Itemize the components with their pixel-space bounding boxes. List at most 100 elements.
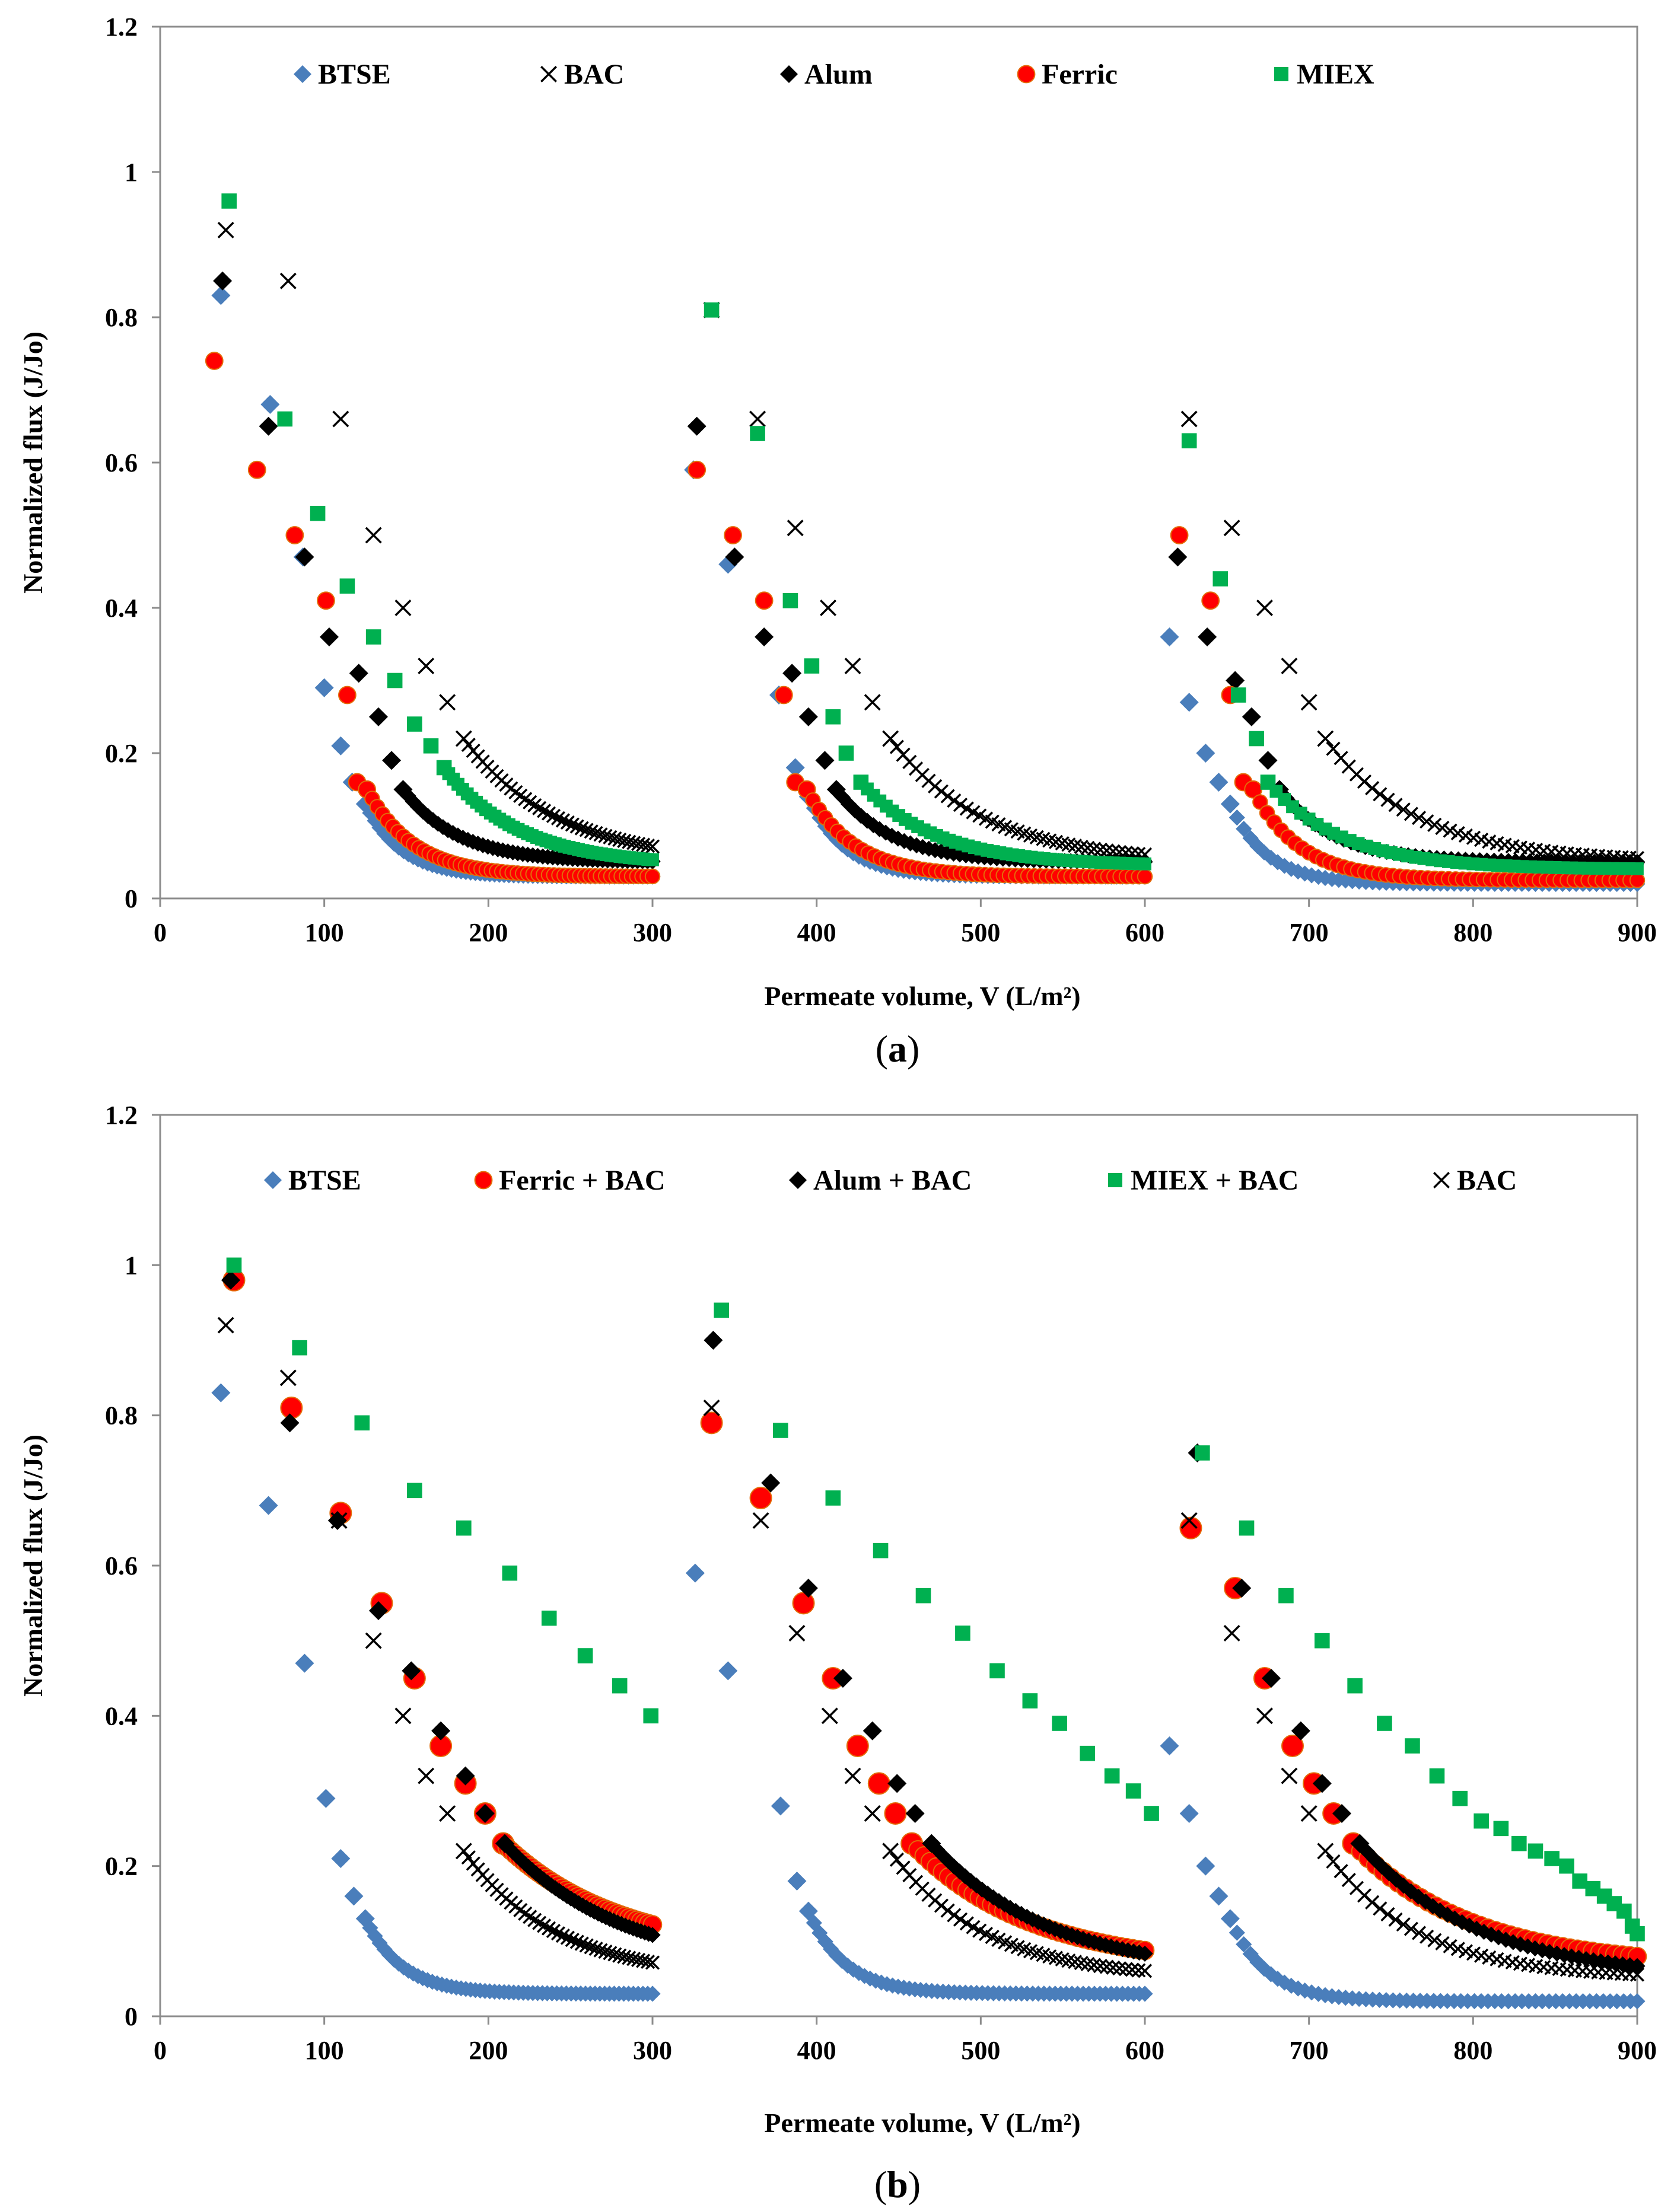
- data-point: [349, 664, 368, 683]
- data-point: [332, 410, 349, 428]
- data-point: [889, 1852, 904, 1867]
- x-tick-label: 900: [1618, 2036, 1657, 2065]
- x-tick-label: 0: [154, 918, 167, 947]
- data-point: [1196, 744, 1215, 763]
- y-tick-label: 0.6: [105, 448, 138, 477]
- data-point: [785, 758, 805, 777]
- legend-marker: [474, 1171, 493, 1190]
- data-point: [555, 1928, 570, 1943]
- data-point: [607, 1947, 622, 1962]
- data-point: [1220, 794, 1240, 814]
- y-axis-title: Normalized flux (J/Jo): [18, 1435, 48, 1697]
- data-point: [1080, 1745, 1095, 1761]
- series-alum-bac: [221, 1270, 1646, 1974]
- data-point: [365, 629, 381, 645]
- data-point: [1249, 731, 1264, 747]
- data-point: [560, 1930, 575, 1945]
- data-point: [502, 1565, 518, 1581]
- data-point: [905, 1804, 925, 1823]
- data-point: [550, 811, 565, 825]
- data-point: [316, 1789, 336, 1808]
- data-point: [640, 1954, 655, 1969]
- data-point: [579, 823, 594, 837]
- data-point: [1160, 1736, 1179, 1755]
- data-point: [703, 1400, 720, 1416]
- data-point: [750, 426, 765, 441]
- data-point: [211, 1383, 231, 1403]
- data-point: [1170, 526, 1189, 544]
- x-tick-label: 300: [633, 918, 672, 947]
- data-point: [1262, 1669, 1281, 1688]
- data-point: [1104, 1768, 1120, 1784]
- data-point: [1256, 600, 1273, 616]
- legend-marker: [1433, 1172, 1450, 1188]
- data-point: [953, 1912, 968, 1927]
- data-point: [1473, 1813, 1489, 1829]
- data-point: [560, 815, 575, 830]
- x-tick-label: 600: [1125, 2036, 1164, 2065]
- data-point: [1315, 1633, 1330, 1649]
- data-point: [1281, 1767, 1298, 1784]
- legend-label: BTSE: [318, 59, 391, 90]
- series-miex-bac: [226, 1257, 1645, 1942]
- legend-label: BAC: [564, 59, 624, 90]
- data-point: [825, 1490, 841, 1506]
- data-point: [415, 804, 431, 820]
- y-tick-label: 0: [125, 2002, 138, 2031]
- data-point: [643, 1708, 659, 1724]
- data-point: [1229, 809, 1245, 826]
- chart-panel-b: 0 0.2 0.4 0.6 0.8 1 1.2 0 100 200 300 400 500 600 700 8…: [18, 1101, 1657, 2205]
- data-point: [1125, 1783, 1141, 1799]
- data-point: [368, 1601, 388, 1620]
- data-point: [1380, 1907, 1395, 1922]
- x-tick-label: 100: [305, 2036, 344, 2065]
- data-point: [603, 1946, 618, 1961]
- data-point: [915, 1588, 931, 1604]
- data-point: [1256, 1707, 1273, 1725]
- data-point: [247, 460, 266, 479]
- x-axis-title: Permeate volume, V (L/m²): [764, 981, 1080, 1011]
- legend-label: Ferric: [1042, 59, 1118, 90]
- data-point: [752, 1512, 769, 1529]
- data-point: [867, 1772, 890, 1795]
- data-point: [704, 1331, 723, 1350]
- data-point: [344, 1886, 364, 1906]
- data-point: [221, 193, 237, 209]
- data-point: [603, 830, 618, 844]
- data-point: [1630, 1926, 1645, 1942]
- legend-marker: [1108, 1173, 1122, 1187]
- data-point: [749, 410, 766, 428]
- data-point: [550, 1926, 565, 1941]
- data-point: [295, 1653, 314, 1673]
- legend-label: Ferric + BAC: [499, 1165, 666, 1196]
- data-point: [1226, 671, 1245, 690]
- data-point: [1435, 820, 1450, 836]
- series-bac: [217, 1317, 1645, 1982]
- data-point: [844, 658, 861, 674]
- legend-label: Alum: [804, 59, 873, 90]
- data-point: [782, 592, 798, 608]
- data-point: [1300, 1805, 1317, 1822]
- data-point: [1137, 1945, 1153, 1962]
- data-point: [825, 709, 841, 725]
- data-point: [259, 1496, 278, 1515]
- data-point: [593, 1943, 608, 1958]
- data-point: [884, 1802, 907, 1825]
- x-tick-label: 900: [1618, 918, 1657, 947]
- data-point: [688, 460, 706, 479]
- data-point: [541, 1610, 557, 1626]
- data-point: [1209, 1886, 1229, 1906]
- data-point: [1179, 1516, 1202, 1540]
- data-point: [687, 416, 706, 436]
- data-point: [285, 526, 304, 544]
- data-point: [1223, 519, 1240, 537]
- data-point: [882, 1843, 899, 1860]
- data-point: [1458, 1944, 1473, 1959]
- data-point: [310, 505, 326, 521]
- data-point: [1511, 1835, 1527, 1851]
- data-point: [226, 1257, 242, 1273]
- data-point: [1411, 811, 1427, 825]
- legend: BTSE Ferric + BAC Alum + BAC MIEX + BAC BAC: [264, 1165, 1517, 1196]
- data-point: [1572, 1873, 1587, 1889]
